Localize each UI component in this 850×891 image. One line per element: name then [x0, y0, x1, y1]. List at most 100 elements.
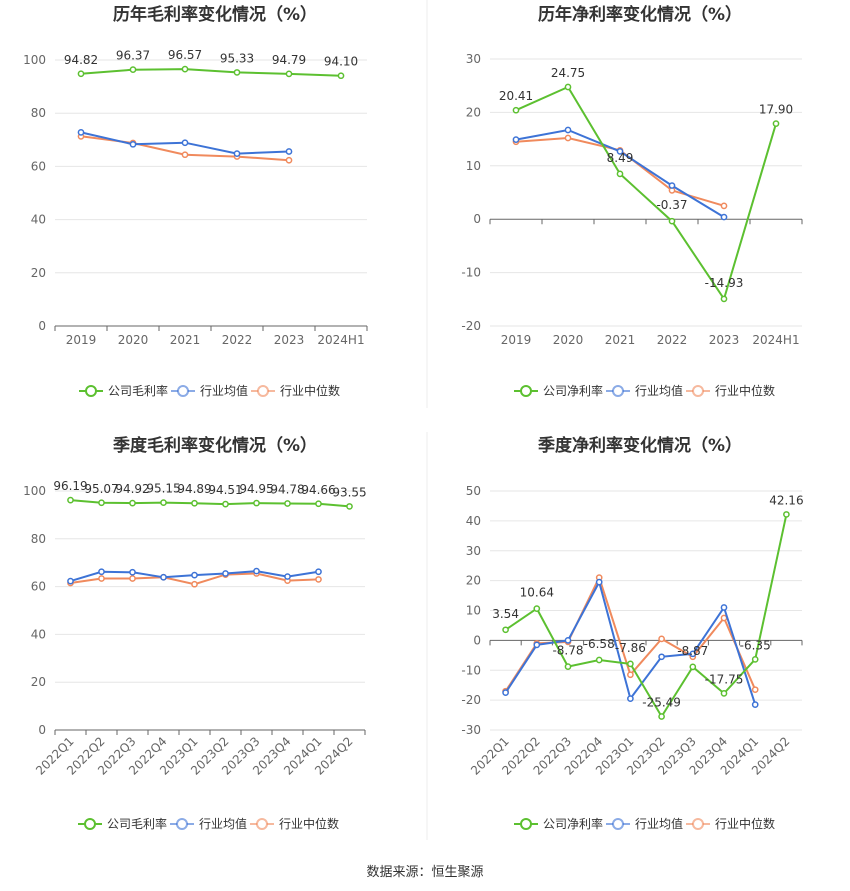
y-tick-label: 0	[473, 212, 481, 226]
x-tick-label: 2020	[118, 333, 149, 347]
industry-avg-point	[751, 701, 759, 708]
y-tick-label: 30	[466, 52, 481, 66]
chart-panel-3: 季度毛利率变化情况（%）0204060801002022Q12022Q22022…	[23, 435, 367, 831]
data-label: 94.92	[115, 482, 149, 496]
industry-median-point	[191, 580, 198, 588]
legend-item-company: 公司净利率	[514, 816, 603, 831]
data-label: -0.37	[656, 198, 687, 212]
y-tick-label: 80	[31, 532, 46, 546]
company-point	[502, 626, 509, 634]
data-label: 94.78	[270, 482, 304, 496]
company-point	[616, 170, 624, 178]
company-point	[658, 713, 665, 720]
company-point	[98, 499, 105, 507]
y-tick-label: -20	[461, 319, 481, 333]
data-label: 93.55	[332, 485, 366, 499]
y-tick-label: 50	[466, 484, 481, 498]
x-tick-label: 2024H1	[752, 333, 799, 347]
legend-marker	[520, 385, 532, 397]
company-line	[515, 85, 777, 302]
y-tick-label: 10	[466, 159, 481, 173]
company-point	[77, 70, 85, 78]
industry-median-point	[98, 575, 105, 582]
data-label: 94.66	[301, 483, 335, 497]
legend-marker	[692, 385, 704, 397]
company-point	[533, 605, 541, 612]
industry-avg-point	[502, 689, 509, 697]
x-tick-label: 2019	[501, 333, 532, 347]
x-tick-label: 2021	[605, 333, 636, 347]
data-label: -8.87	[677, 644, 708, 658]
industry-avg-point	[564, 637, 572, 644]
legend-item-company: 公司毛利率	[78, 816, 167, 831]
legend-label: 行业均值	[199, 816, 247, 831]
data-label: 94.82	[64, 53, 98, 67]
industry-avg-point	[284, 573, 291, 580]
legend-item-industry-avg: 行业均值	[171, 383, 248, 398]
data-label: 94.79	[272, 53, 306, 67]
industry-avg-point	[129, 140, 137, 148]
company-point	[129, 66, 137, 74]
company-point	[181, 65, 189, 73]
data-label: 20.41	[499, 89, 533, 103]
company-point	[668, 217, 676, 225]
company-point	[720, 690, 728, 697]
chart-panel-4: 季度净利率变化情况（%）-30-20-10010203040502022Q120…	[461, 435, 803, 831]
x-tick-label: 2023	[709, 333, 740, 347]
company-point	[315, 500, 322, 508]
industry-median-point	[627, 671, 634, 679]
legend-marker	[177, 385, 189, 397]
industry-avg-point	[253, 567, 260, 575]
legend-item-company: 公司净利率	[514, 383, 603, 398]
data-label: -25.49	[642, 696, 681, 710]
y-tick-label: 30	[466, 544, 481, 558]
data-label: 95.07	[84, 482, 118, 496]
industry-median-point	[129, 575, 136, 582]
x-tick-label: 2021	[170, 333, 201, 347]
y-tick-label: -20	[461, 693, 481, 707]
industry-avg-point	[77, 129, 85, 136]
x-tick-label: 2022	[657, 333, 688, 347]
industry-avg-point	[616, 148, 624, 155]
industry-median-point	[720, 202, 728, 210]
industry-avg-point	[627, 695, 634, 702]
legend-item-industry-median: 行业中位数	[686, 816, 775, 831]
company-point	[772, 120, 780, 127]
company-line	[505, 514, 788, 719]
legend-marker	[257, 385, 269, 397]
legend-label: 公司净利率	[543, 816, 603, 831]
legend-label: 公司毛利率	[108, 383, 168, 398]
industry-avg-point	[689, 650, 697, 658]
y-tick-label: 100	[23, 484, 46, 498]
company-point	[627, 660, 634, 668]
industry-avg-point	[720, 213, 728, 221]
legend-item-industry-avg: 行业均值	[606, 383, 683, 398]
industry-median-point	[315, 576, 322, 583]
y-tick-label: 0	[38, 319, 46, 333]
y-tick-label: 40	[31, 213, 46, 227]
y-tick-label: 100	[23, 53, 46, 67]
company-point	[564, 663, 572, 670]
company-point	[222, 500, 229, 508]
industry-avg-point	[668, 182, 676, 189]
industry-median-point	[658, 635, 665, 643]
legend-marker	[612, 385, 624, 397]
y-tick-label: -30	[461, 723, 481, 737]
data-label: -17.75	[705, 672, 744, 686]
industry-avg-point	[564, 126, 572, 134]
y-tick-label: 20	[31, 266, 46, 280]
legend-marker	[612, 818, 624, 830]
y-tick-label: 40	[31, 627, 46, 641]
chart-title: 历年毛利率变化情况（%）	[113, 4, 317, 25]
legend-marker	[84, 818, 96, 830]
industry-avg-point	[181, 139, 189, 147]
data-label: -6.58	[584, 637, 615, 651]
company-point	[751, 655, 759, 663]
company-point	[595, 656, 603, 664]
data-label: 17.90	[759, 103, 793, 117]
x-tick-label: 2019	[66, 333, 97, 347]
data-label: 95.33	[220, 51, 254, 65]
y-tick-label: 60	[31, 580, 46, 594]
legend-item-industry-avg: 行业均值	[170, 816, 247, 831]
